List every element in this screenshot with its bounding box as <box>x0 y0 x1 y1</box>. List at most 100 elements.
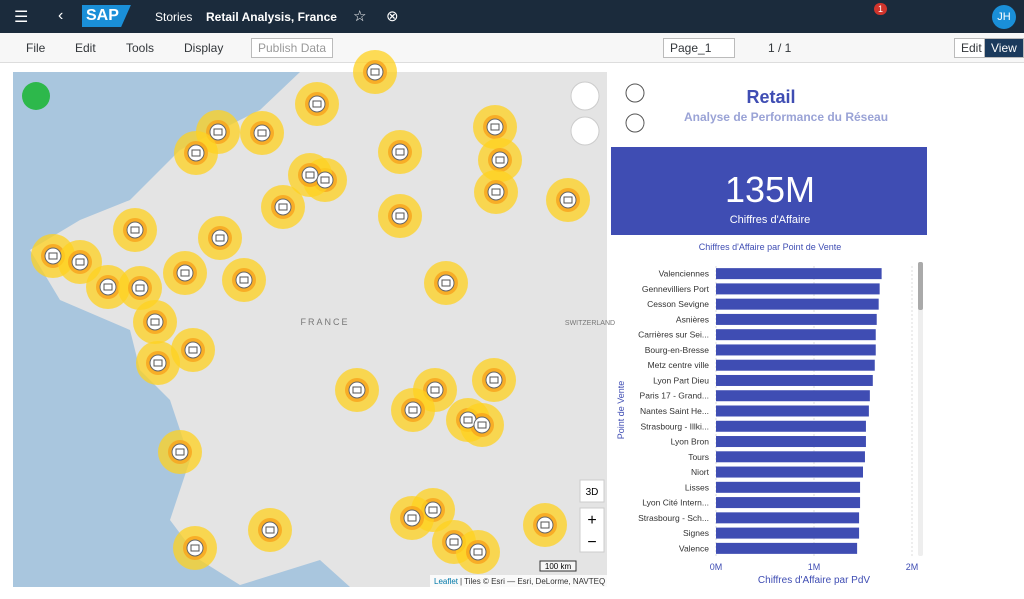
menu-fab[interactable] <box>22 82 50 110</box>
scrollbar <box>918 262 923 556</box>
store-icon <box>135 284 145 292</box>
store-pin <box>99 278 117 296</box>
store-icon <box>257 129 267 137</box>
logo[interactable]: SAP <box>82 5 131 27</box>
store-icon <box>48 252 58 260</box>
store-icon <box>489 376 499 384</box>
store-pin <box>316 171 334 189</box>
store-pin <box>71 253 89 271</box>
store-icon <box>408 406 418 414</box>
menu-icon[interactable]: ☰ <box>14 9 29 26</box>
store-icon <box>491 188 501 196</box>
bar-chart: Chiffres d'Affaire par Point de Vente Poi… <box>616 242 923 586</box>
store-pin <box>348 381 366 399</box>
search-btn[interactable] <box>570 81 600 111</box>
zoom-out[interactable]: − <box>587 534 596 551</box>
store-icon <box>312 100 322 108</box>
y-axis-title: Point de Vente <box>616 381 626 440</box>
store-icon <box>320 176 330 184</box>
store-pin <box>261 521 279 539</box>
store-pin <box>176 264 194 282</box>
btn-3d[interactable] <box>579 479 605 503</box>
zoom-in[interactable]: + <box>587 512 596 529</box>
chart-title: Chiffres d'Affaire par Point de Vente <box>699 242 841 252</box>
story-subtitle: Analyse de Performance du Réseau <box>684 110 888 124</box>
story-title: Retail <box>746 87 795 107</box>
store-icon <box>150 318 160 326</box>
store-pin <box>491 151 509 169</box>
store-pin <box>274 198 292 216</box>
attribution-link[interactable]: Leaflet <box>434 577 459 586</box>
y-tick-label: Niort <box>691 467 710 477</box>
story-icon <box>625 83 645 103</box>
store-icon <box>175 448 185 456</box>
favorite[interactable]: ☆ <box>353 8 367 25</box>
x-tick-label: 0M <box>710 562 723 572</box>
store-pin <box>426 381 444 399</box>
y-tick-label: Lyon Bron <box>671 437 710 447</box>
store-pin <box>44 247 62 265</box>
store-icon <box>495 156 505 164</box>
y-tick-label: Asnières <box>676 314 709 324</box>
bar <box>716 512 860 524</box>
menu[interactable]: File <box>26 41 46 55</box>
bar <box>716 390 870 402</box>
scale-text: 100 km <box>545 562 572 571</box>
store-pin <box>186 539 204 557</box>
x-axis-title: Chiffres d'Affaire par PdV <box>758 575 870 586</box>
publish[interactable]: Publish Data <box>251 38 334 58</box>
page-select[interactable]: Page_1 <box>663 38 735 58</box>
y-tick-label: Cesson Sevigne <box>647 299 709 309</box>
store-icon <box>239 276 249 284</box>
bar <box>716 497 861 509</box>
store-icon <box>190 544 200 552</box>
zoom[interactable] <box>579 507 605 553</box>
bar <box>716 405 869 417</box>
store-pin <box>485 371 503 389</box>
store-pin <box>437 274 455 292</box>
menu[interactable]: Tools <box>126 41 155 55</box>
bar <box>716 420 866 432</box>
y-tick-label: Gennevilliers Port <box>642 284 710 294</box>
avatar[interactable]: JH <box>992 5 1016 29</box>
store-pin <box>301 166 319 184</box>
store-icon <box>213 128 223 136</box>
store-icon <box>130 226 140 234</box>
menu[interactable]: Edit <box>75 41 96 55</box>
bar <box>716 344 876 356</box>
y-tick-label: Signes <box>683 528 709 538</box>
scroll-thumb <box>918 262 923 310</box>
story-name[interactable]: Retail Analysis, France <box>206 10 337 24</box>
store-icon <box>180 269 190 277</box>
bar <box>716 527 860 539</box>
kpi-tile <box>611 147 927 235</box>
bar <box>716 283 880 295</box>
store-icon <box>352 386 362 394</box>
bar <box>716 313 877 325</box>
app[interactable]: Stories <box>155 10 193 24</box>
back[interactable]: ‹ <box>58 7 64 24</box>
menu[interactable]: Display <box>184 41 224 55</box>
layer-btn[interactable] <box>570 116 600 146</box>
store-pin <box>473 416 491 434</box>
store-pin <box>469 543 487 561</box>
store-pin <box>366 63 384 81</box>
bar <box>716 268 882 280</box>
store-icon <box>278 203 288 211</box>
close[interactable]: ⊗ <box>386 8 399 25</box>
store-icon <box>428 506 438 514</box>
store-icon <box>449 538 459 546</box>
bar <box>716 542 858 554</box>
view-mode[interactable]: View <box>984 38 1024 58</box>
bar <box>716 451 865 463</box>
kpi-label: Chiffres d'Affaire <box>730 214 811 226</box>
y-tick-label: Bourg-en-Bresse <box>645 345 710 355</box>
store-pin <box>253 124 271 142</box>
toolbar: File Edit Tools Display Publish Data Pag… <box>0 33 1024 63</box>
story-icon <box>625 113 645 133</box>
store-icon <box>103 283 113 291</box>
store-pin <box>211 229 229 247</box>
store-icon <box>463 416 473 424</box>
